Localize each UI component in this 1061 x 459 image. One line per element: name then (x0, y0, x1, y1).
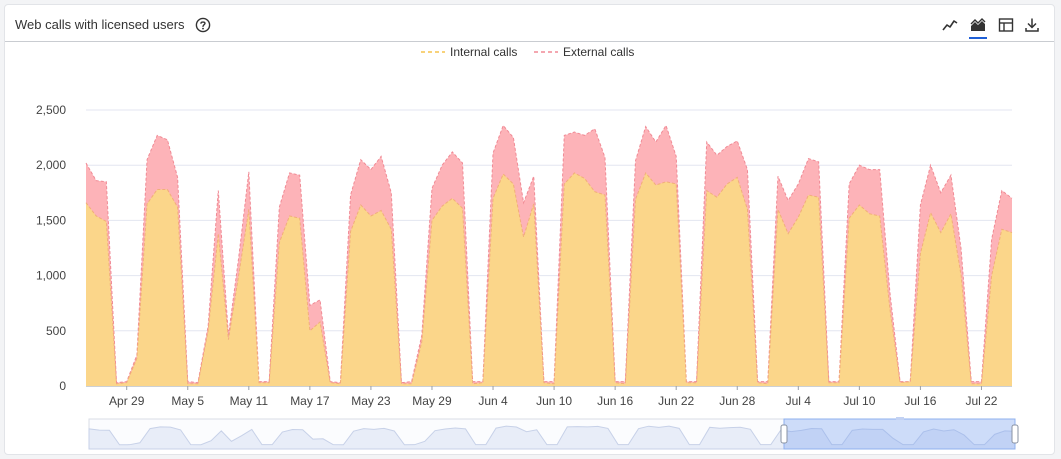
x-tick-label: May 5 (171, 394, 204, 408)
range-slider-selection[interactable] (783, 418, 1016, 450)
table-view-icon[interactable] (997, 16, 1015, 34)
legend-item-internal-calls[interactable]: Internal calls (450, 45, 517, 59)
y-tick-label: 1,500 (36, 213, 66, 227)
range-slider-drag-grip[interactable] (896, 417, 904, 420)
x-tick-label: Jul 16 (904, 394, 936, 408)
stacked-area-chart-icon[interactable] (969, 16, 987, 39)
x-tick-label: May 23 (351, 394, 391, 408)
line-chart-icon[interactable] (941, 16, 959, 34)
series-line-external-calls (85, 124, 1013, 384)
x-tick-label: May 11 (230, 394, 269, 408)
x-tick-label: Jun 10 (536, 394, 572, 408)
x-tick-label: Jun 28 (719, 394, 755, 408)
x-tick-label: Jun 16 (597, 394, 633, 408)
series-area-internal-calls (86, 172, 1012, 386)
x-tick-label: Apr 29 (109, 394, 145, 408)
x-tick-label: Jul 4 (786, 394, 812, 408)
y-tick-label: 1,000 (36, 269, 66, 283)
x-tick-label: Jun 22 (658, 394, 694, 408)
series-line-internal-calls (85, 171, 1013, 385)
y-tick-label: 500 (46, 324, 66, 338)
x-tick-label: May 29 (412, 394, 452, 408)
y-tick-label: 0 (59, 379, 66, 393)
help-icon[interactable] (195, 17, 211, 33)
x-tick-label: Jul 10 (843, 394, 875, 408)
download-icon[interactable] (1023, 16, 1041, 34)
range-slider-right-handle[interactable] (1011, 424, 1019, 444)
x-tick-label: Jun 4 (478, 394, 508, 408)
x-tick-label: May 17 (290, 394, 330, 408)
y-tick-label: 2,000 (36, 158, 66, 172)
legend-item-external-calls[interactable]: External calls (563, 45, 634, 59)
widget-header: Web calls with licensed users (5, 5, 1054, 42)
range-slider-left-handle[interactable] (780, 424, 788, 444)
x-tick-label: Jul 22 (965, 394, 997, 408)
y-tick-label: 2,500 (36, 103, 66, 117)
widget-title: Web calls with licensed users (15, 17, 185, 32)
